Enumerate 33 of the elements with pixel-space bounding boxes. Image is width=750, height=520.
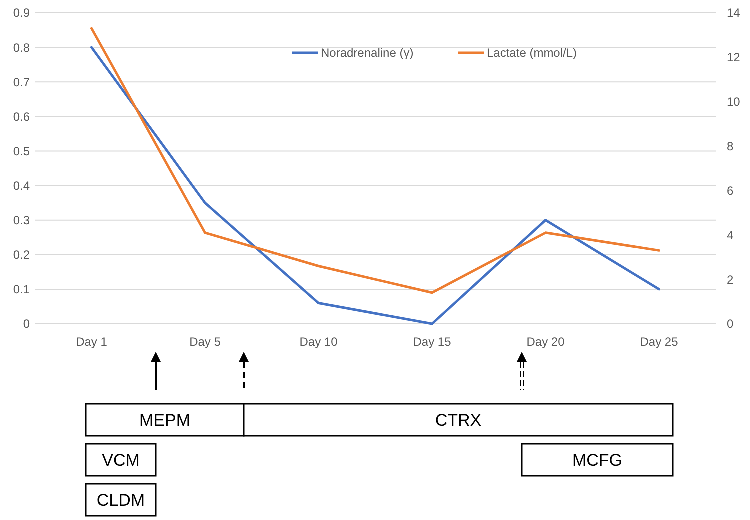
x-tick-label: Day 20 [526, 335, 566, 349]
y-tick-label: 0.3 [13, 214, 30, 228]
y-tick-label: 0.5 [13, 144, 30, 158]
x-tick-label: Day 5 [190, 335, 222, 349]
text: MCFG [572, 450, 623, 470]
legend-label: Noradrenaline (γ) [321, 46, 414, 60]
y-tick-label: 0.1 [13, 282, 30, 297]
y-tick-label: 0.9 [13, 6, 30, 20]
legend-label: Lactate (mmol/L) [487, 46, 578, 60]
y2-tick-label: 0 [727, 317, 734, 332]
y-tick-label: 0.8 [13, 40, 30, 55]
text: MEPM [140, 410, 190, 430]
y2-tick-label: 6 [727, 184, 734, 198]
y2-tick-label: 8 [727, 139, 734, 154]
x-tick-label: Day 25 [640, 335, 679, 349]
text: CLDM [96, 490, 146, 510]
x-tick-label: Day 1 [76, 335, 108, 349]
text: VCM [102, 450, 140, 470]
y-tick-label: 0 [23, 317, 30, 332]
text: CTRX [435, 410, 482, 430]
y2-tick-label: 12 [727, 50, 741, 65]
y2-tick-label: 4 [727, 228, 734, 242]
y-tick-label: 0.4 [13, 178, 30, 193]
y-tick-label: 0.6 [13, 110, 30, 124]
x-tick-label: Day 15 [413, 335, 452, 349]
y2-tick-label: 14 [727, 6, 741, 20]
y-tick-label: 0.7 [13, 75, 30, 90]
y2-tick-label: 10 [727, 95, 741, 110]
y-tick-label: 0.2 [13, 248, 30, 262]
y2-tick-label: 2 [727, 272, 734, 287]
line-series [90, 46, 660, 326]
x-tick-label: Day 10 [300, 335, 338, 349]
line-series [90, 27, 660, 294]
